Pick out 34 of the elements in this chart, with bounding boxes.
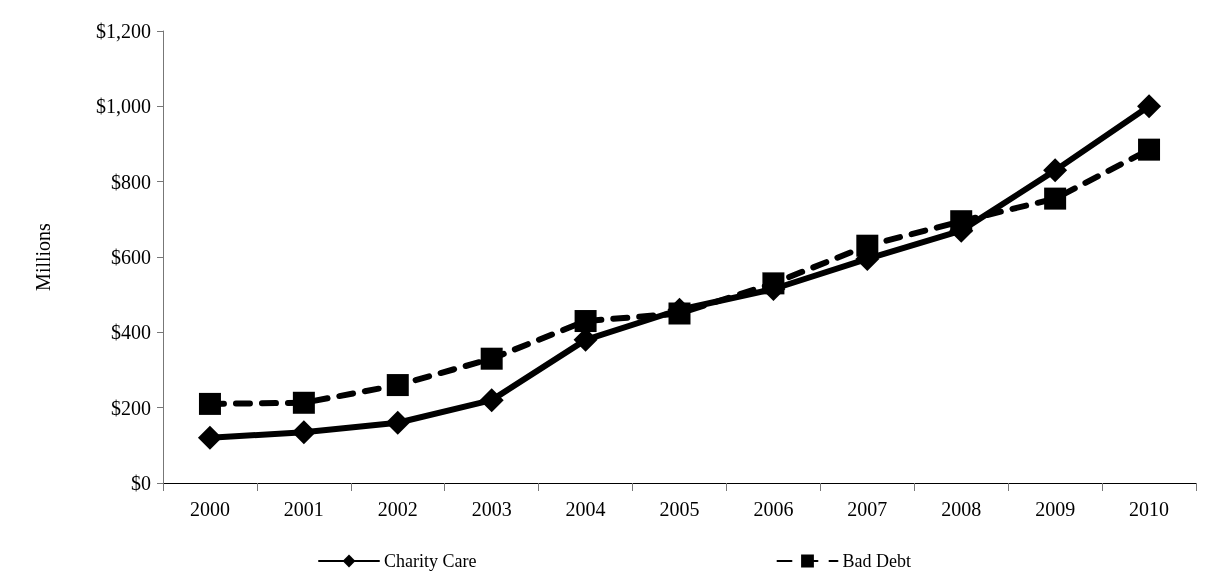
point [292,391,315,414]
point [574,310,597,333]
x-tick-label: 2003 [471,498,512,520]
point [197,425,222,450]
y-tick-label: $800 [111,170,151,193]
point [1044,187,1067,210]
legend-label: Charity Care [384,551,477,571]
point [198,392,221,415]
point [1043,158,1068,183]
y-tick-label: $1,200 [96,20,151,42]
x-tick-label: 2008 [941,498,982,520]
y-tick-label: $0 [131,472,151,494]
y-tick-label: $200 [111,396,151,419]
x-tick-label: 2000 [189,498,230,520]
legend-label: Bad Debt [842,551,911,571]
y-tick-label: $400 [111,321,151,344]
point [480,347,503,370]
point [1137,94,1162,119]
x-tick-label: 2009 [1035,498,1076,520]
x-tick-label: 2005 [659,498,700,520]
x-tick-label: 2002 [377,498,418,520]
point [291,420,316,445]
y-tick-label: $1,000 [96,95,151,118]
x-tick-label: 2004 [565,498,606,520]
point [386,374,409,397]
point [385,410,410,435]
x-tick-label: 2001 [283,498,324,520]
x-tick-label: 2007 [847,498,888,520]
y-tick-label: $600 [111,246,151,268]
x-tick-label: 2006 [753,498,794,520]
point [479,388,504,413]
point [1138,138,1161,161]
y-axis-title: Millions [32,222,54,291]
x-tick-label: 2010 [1129,498,1170,520]
